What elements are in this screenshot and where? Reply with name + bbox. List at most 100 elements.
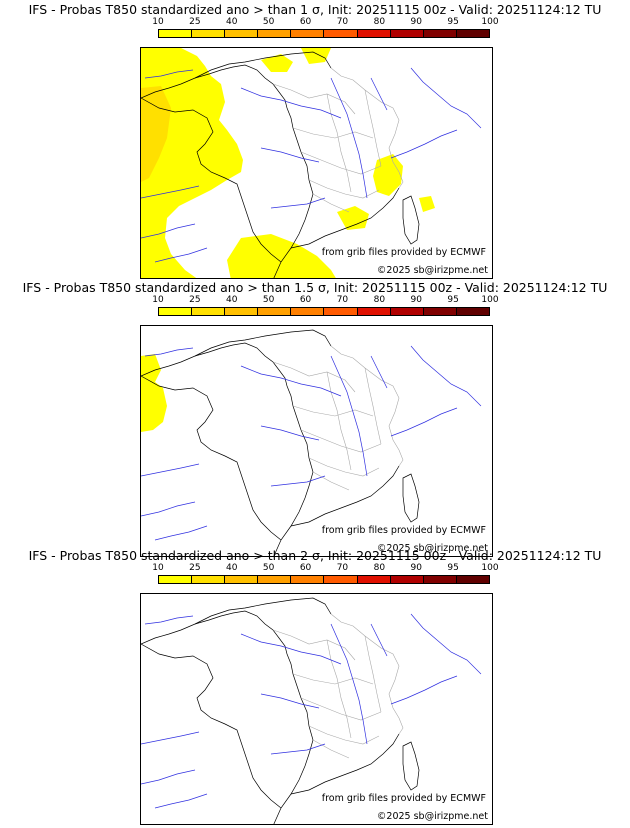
map-area: from grib files provided by ECMWF ©2025 … [140,325,493,557]
colorbar-segment [291,576,325,583]
probability-area [301,48,331,64]
colorbar-tick-label: 70 [336,295,349,305]
map-line [260,425,320,441]
map-line [144,69,194,79]
colorbar-tick-label: 10 [152,295,164,305]
map-line [272,83,356,115]
colorbar-segment [456,30,489,37]
map-line [194,597,332,625]
map-line [154,247,208,263]
colorbar-tick-label: 60 [299,17,312,27]
map-line [390,407,458,437]
colorbar-segment [423,30,457,37]
colorbar-tick-label: 25 [189,563,201,573]
map-line [410,345,482,407]
probability-area [227,234,336,278]
map-line [300,697,382,721]
probability-panel-2sigma: IFS - Probas T850 standardized ano > tha… [0,548,630,825]
colorbar-tick-label: 50 [262,563,275,573]
map-line [144,347,194,357]
copyright-credit: ©2025 sb@irizpme.net [376,811,488,822]
colorbar-segment [456,576,489,583]
map-line [390,675,458,705]
colorbar-tick-label: 10 [152,17,164,27]
colorbar-segment [357,576,391,583]
map-line [270,743,326,755]
map-line [330,67,404,189]
map-line [410,67,482,129]
colorbar-tick-label: 25 [189,17,201,27]
probability-area [141,48,243,278]
source-credit: from grib files provided by ECMWF [321,525,486,536]
colorbar-tick-label: 80 [373,17,386,27]
colorbar [158,29,490,38]
colorbar-segment [390,576,424,583]
map-line [364,89,382,167]
colorbar-ticks: 10 25 40 50 60 70 80 90 95 100 [152,17,498,29]
colorbar-segment [225,308,259,315]
colorbar-segment [324,30,358,37]
france-map [141,597,482,824]
map-line [312,193,350,213]
colorbar-tick-label: 40 [226,17,238,27]
map-line [240,365,342,397]
map-line [141,185,200,199]
copyright-credit: ©2025 sb@irizpme.net [376,543,488,554]
colorbar-tick-label: 80 [373,295,386,305]
map-area: from grib files provided by ECMWF ©2025 … [140,593,493,825]
map-line [308,457,380,477]
map-line [141,610,314,824]
map-line [330,355,368,477]
map-line [402,195,420,245]
probability-area [373,154,403,196]
map-line [290,465,400,527]
colorbar-tick-label: 40 [226,563,238,573]
colorbar-tick-label: 60 [299,295,312,305]
colorbar-segment [423,308,457,315]
colorbar-tick-label: 100 [481,17,499,27]
colorbar-segment [159,30,193,37]
colorbar-segment [390,30,424,37]
copyright-credit: ©2025 sb@irizpme.net [376,265,488,276]
colorbar-segment [258,30,292,37]
map-line [141,64,314,278]
map-line [390,129,458,159]
colorbar-tick-label: 50 [262,17,275,27]
colorbar-tick-label: 100 [481,295,499,305]
map-line [290,187,400,249]
map-line [326,371,352,471]
map-line [308,725,380,745]
map-line [260,693,320,709]
map-line [402,741,420,791]
map-line [410,613,482,675]
map-line [141,342,314,556]
map-line [300,429,382,453]
map-line [141,643,282,809]
map-line [330,345,404,467]
source-credit: from grib files provided by ECMWF [321,247,486,258]
colorbar-tick-label: 95 [447,295,459,305]
colorbar-segment [423,576,457,583]
probability-area [337,206,369,230]
colorbar-tick-label: 10 [152,563,164,573]
map-line [154,793,208,809]
map-line [312,739,350,759]
probability-area [261,54,293,72]
france-map [141,48,482,278]
colorbar-tick-label: 25 [189,295,201,305]
colorbar-tick-label: 80 [373,563,386,573]
geography-lines [141,329,482,556]
geography-lines [141,597,482,824]
map-line [370,623,388,657]
map-line [272,629,356,661]
map-line [141,501,196,517]
map-line [292,405,374,417]
colorbar-tick-label: 90 [410,17,422,27]
colorbar-tick-label: 60 [299,563,312,573]
map-line [326,639,352,739]
colorbar-segment [291,30,325,37]
colorbar-tick-label: 50 [262,295,275,305]
map-line [240,633,342,665]
map-line [290,733,400,795]
map-line [370,77,388,111]
